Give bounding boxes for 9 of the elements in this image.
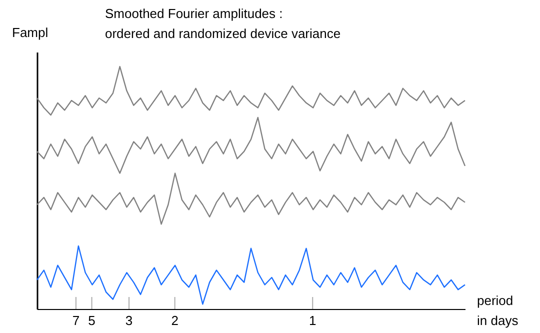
text: 1 [309, 313, 316, 328]
text: 2 [171, 313, 178, 328]
x-axis-title: period in days [477, 293, 519, 328]
text: 5 [88, 313, 96, 328]
chart-title: Smoothed Fourier amplitudes : [105, 6, 283, 21]
y-axis-title: Fampl [12, 25, 48, 40]
chart-subtitle: ordered and randomized device variance [105, 26, 341, 41]
text: 3 [125, 313, 133, 328]
text: 7 [72, 313, 80, 328]
